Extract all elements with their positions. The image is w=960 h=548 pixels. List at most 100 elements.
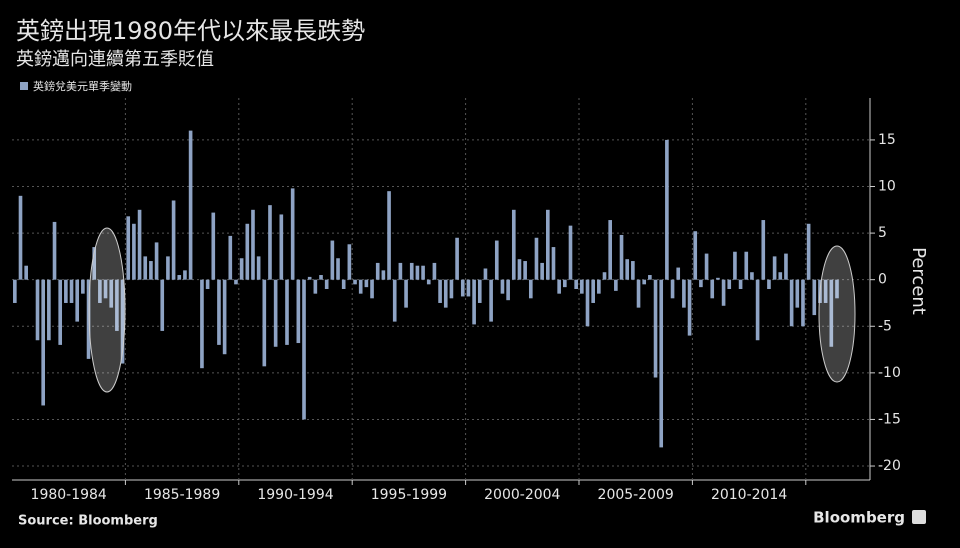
bar — [18, 195, 23, 280]
bar — [166, 256, 170, 280]
bar — [710, 279, 715, 299]
bar — [426, 279, 431, 285]
bar — [35, 279, 40, 341]
bar — [47, 279, 51, 341]
bar — [81, 279, 85, 294]
bar — [171, 200, 176, 280]
bar — [551, 247, 556, 280]
x-tick-label: 2010-2014 — [711, 487, 787, 503]
bar — [330, 240, 335, 280]
bar — [784, 253, 788, 280]
bar — [761, 220, 766, 280]
bar — [177, 275, 182, 280]
bar — [415, 265, 420, 280]
bar — [489, 279, 493, 322]
bar — [648, 275, 652, 280]
highlight — [818, 245, 856, 383]
bar — [455, 237, 459, 280]
bar — [443, 279, 448, 308]
bar — [682, 279, 686, 308]
legend-swatch — [20, 82, 28, 90]
bar — [574, 279, 578, 289]
bar — [506, 279, 510, 301]
bar — [636, 279, 641, 308]
bar — [563, 279, 567, 288]
bar — [341, 279, 346, 289]
bar — [733, 251, 737, 280]
bar — [716, 277, 720, 280]
bar — [421, 265, 425, 280]
bar — [534, 237, 539, 280]
bar — [517, 259, 522, 280]
bar — [228, 235, 233, 280]
y-tick-label: 0 — [878, 272, 887, 288]
bar — [823, 279, 828, 303]
bar — [92, 247, 97, 280]
bar — [24, 265, 28, 280]
bar — [687, 279, 692, 336]
bar — [307, 276, 312, 280]
bar — [64, 279, 68, 303]
bar — [285, 279, 289, 345]
bar — [778, 272, 783, 280]
bar — [132, 223, 136, 280]
y-tick-label: -5 — [878, 318, 892, 334]
x-tick-label: 1985-1989 — [144, 487, 220, 503]
bar — [460, 279, 465, 297]
bar — [432, 262, 437, 280]
bar — [511, 209, 516, 280]
bar — [279, 214, 284, 280]
bar — [296, 279, 301, 344]
bar — [370, 279, 374, 299]
bar — [319, 275, 323, 280]
bar — [103, 279, 108, 299]
bar — [126, 216, 131, 280]
bar — [557, 279, 561, 294]
y-tick-label: 10 — [878, 179, 896, 195]
bar — [347, 244, 352, 280]
bar — [642, 279, 647, 285]
bar — [211, 212, 216, 280]
bar — [829, 279, 834, 347]
bar — [52, 221, 57, 280]
bar — [653, 279, 658, 378]
bar — [568, 225, 573, 280]
bar — [676, 267, 681, 280]
bar — [494, 240, 499, 280]
bar — [336, 258, 340, 280]
x-tick-label: 2000-2004 — [484, 487, 560, 503]
bar — [41, 279, 45, 406]
y-tick-label: -20 — [878, 458, 901, 474]
bar — [256, 256, 261, 280]
bar — [767, 279, 771, 289]
bar — [115, 279, 119, 331]
bar — [387, 191, 391, 280]
bar — [727, 279, 732, 289]
bar — [789, 279, 794, 327]
y-axis-label: Percent — [908, 247, 929, 315]
bar — [245, 223, 250, 280]
bar — [659, 279, 664, 448]
bar — [205, 279, 210, 289]
bar — [58, 279, 63, 345]
bar — [98, 279, 102, 303]
bar — [597, 279, 601, 294]
x-tick-label: 1995-1999 — [371, 487, 447, 503]
bar — [358, 279, 363, 294]
y-tick-label: -15 — [878, 411, 901, 427]
bar — [625, 259, 630, 280]
bar — [239, 258, 244, 280]
bar — [273, 279, 278, 347]
bar — [580, 279, 584, 294]
bar — [614, 279, 618, 291]
chart-title: 英鎊出現1980年代以來最長跌勢 — [16, 17, 365, 45]
bar — [670, 279, 675, 299]
bar — [398, 262, 403, 280]
bar — [693, 231, 698, 280]
bar — [738, 279, 743, 289]
bar — [483, 268, 488, 280]
bar — [392, 279, 397, 322]
bar — [500, 279, 505, 294]
bar — [313, 279, 318, 294]
